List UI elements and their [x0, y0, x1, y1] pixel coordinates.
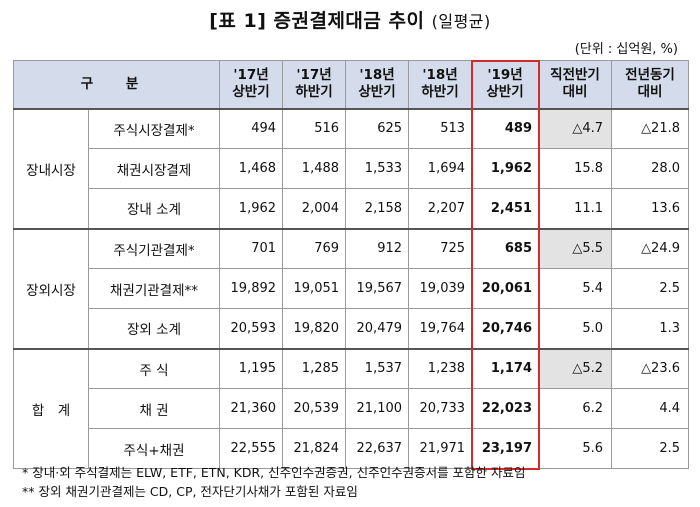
value-cell: 19,764	[408, 308, 473, 350]
value-cell: 2,207	[408, 188, 473, 230]
row-label: 채권기관결제**	[87, 268, 221, 309]
value-cell: 1,694	[408, 148, 473, 189]
prev-half-change: △4.7	[538, 108, 613, 149]
value-cell: 1,537	[345, 348, 410, 389]
row-label: 장내 소계	[87, 188, 221, 230]
value-cell: 19,051	[282, 268, 347, 309]
value-cell-current: 20,061	[471, 268, 540, 309]
value-cell: 21,100	[345, 388, 410, 429]
value-cell: 701	[219, 228, 284, 269]
value-cell: 19,820	[282, 308, 347, 350]
row-label: 주식기관결제*	[87, 228, 221, 269]
value-cell-current: 2,451	[471, 188, 540, 230]
prev-half-change: 11.1	[538, 188, 613, 230]
value-cell: 516	[282, 108, 347, 149]
value-cell: 20,733	[408, 388, 473, 429]
yoy-change: 2.5	[611, 428, 690, 469]
footnote: ** 장외 채권기관결제는 CD, CP, 전자단기사채가 포함된 자료임	[22, 484, 358, 499]
prev-half-change: △5.5	[538, 228, 613, 269]
title-main: [표 1] 증권결제대금 추이	[209, 10, 425, 32]
value-cell-current: 489	[471, 108, 540, 149]
value-cell: 513	[408, 108, 473, 149]
header-period-current: '19년 상반기	[471, 60, 540, 110]
value-cell: 1,488	[282, 148, 347, 189]
yoy-change: △21.8	[611, 108, 690, 149]
prev-half-change: 5.4	[538, 268, 613, 309]
value-cell: 769	[282, 228, 347, 269]
prev-half-change: △5.2	[538, 348, 613, 389]
value-cell: 912	[345, 228, 410, 269]
prev-half-change: 15.8	[538, 148, 613, 189]
value-cell: 20,479	[345, 308, 410, 350]
yoy-change: 2.5	[611, 268, 690, 309]
table-row: 채권기관결제** 19,892 19,051 19,567 19,039 20,061 5.…	[14, 268, 690, 309]
table-title: [표 1] 증권결제대금 추이 (일평균)	[0, 6, 700, 33]
group-label: 장외시장	[13, 228, 89, 350]
value-cell: 625	[345, 108, 410, 149]
value-cell: 19,892	[219, 268, 284, 309]
row-label: 주식+채권	[87, 428, 221, 469]
prev-half-change: 6.2	[538, 388, 613, 429]
value-cell: 2,004	[282, 188, 347, 230]
value-cell: 22,637	[345, 428, 410, 469]
value-cell: 1,468	[219, 148, 284, 189]
header-period: '18년 상반기	[345, 60, 410, 110]
yoy-change: 1.3	[611, 308, 690, 350]
row-label: 주식시장결제*	[87, 108, 221, 149]
value-cell: 494	[219, 108, 284, 149]
row-label: 채권시장결제	[87, 148, 221, 189]
value-cell: 21,360	[219, 388, 284, 429]
prev-half-change: 5.6	[538, 428, 613, 469]
settlement-table: 구 분 '17년 상반기 '17년 하반기 '18년 상반기 '18년 하반기 '19년…	[12, 60, 690, 469]
value-cell: 1,285	[282, 348, 347, 389]
value-cell: 19,567	[345, 268, 410, 309]
table-row: 장내 소계 1,962 2,004 2,158 2,207 2,451 11.1 13.6	[14, 188, 690, 230]
header-category: 구 분	[12, 60, 221, 110]
value-cell: 1,238	[408, 348, 473, 389]
table-row: 채 권 21,360 20,539 21,100 20,733 22,023 6.2 4.4	[14, 388, 690, 429]
header-period: '18년 하반기	[408, 60, 473, 110]
value-cell: 1,533	[345, 148, 410, 189]
row-label: 장외 소계	[87, 308, 221, 350]
header-yoy: 전년동기 대비	[611, 60, 690, 110]
value-cell-current: 1,174	[471, 348, 540, 389]
group-label: 합 계	[13, 348, 89, 469]
value-cell-current: 1,962	[471, 148, 540, 189]
value-cell-current: 685	[471, 228, 540, 269]
row-label: 채 권	[87, 388, 221, 429]
yoy-change: 13.6	[611, 188, 690, 230]
footnotes: * 장내·외 주식결제는 ELW, ETF, ETN, KDR, 신주인수권증권…	[22, 463, 526, 501]
table-row: 주식+채권 22,555 21,824 22,637 21,971 23,197 5.6 2.…	[14, 428, 690, 469]
yoy-change: △24.9	[611, 228, 690, 269]
table-row: 장외시장 주식기관결제* 701 769 912 725 685 △5.5 △24.9	[13, 228, 690, 350]
value-cell: 20,539	[282, 388, 347, 429]
prev-half-change: 5.0	[538, 308, 613, 350]
value-cell-current: 20,746	[471, 308, 540, 350]
header-prev-half: 직전반기 대비	[538, 60, 613, 110]
value-cell: 2,158	[345, 188, 410, 230]
table-row: 채권시장결제 1,468 1,488 1,533 1,694 1,962 15.8 28.0	[14, 148, 690, 189]
value-cell-current: 22,023	[471, 388, 540, 429]
row-label: 주 식	[87, 348, 221, 389]
footnote: * 장내·외 주식결제는 ELW, ETF, ETN, KDR, 신주인수권증권…	[22, 465, 526, 480]
header-period: '17년 하반기	[282, 60, 347, 110]
table-row: 장외 소계 20,593 19,820 20,479 19,764 20,746 5.0 1.…	[14, 308, 690, 350]
header-row: 구 분 '17년 상반기 '17년 하반기 '18년 상반기 '18년 하반기 '19년…	[12, 60, 690, 110]
value-cell: 725	[408, 228, 473, 269]
yoy-change: △23.6	[611, 348, 690, 389]
header-period: '17년 상반기	[219, 60, 284, 110]
value-cell: 1,195	[219, 348, 284, 389]
table-row: 장내시장 주식시장결제* 494 516 625 513 489 △4.7 △21.8	[13, 108, 690, 230]
title-sub: (일평균)	[431, 12, 491, 31]
unit-label: (단위 : 십억원, %)	[574, 42, 678, 57]
value-cell: 19,039	[408, 268, 473, 309]
value-cell: 1,962	[219, 188, 284, 230]
yoy-change: 28.0	[611, 148, 690, 189]
group-label: 장내시장	[13, 108, 89, 230]
value-cell: 20,593	[219, 308, 284, 350]
yoy-change: 4.4	[611, 388, 690, 429]
value-cell: 22,555	[219, 428, 284, 469]
